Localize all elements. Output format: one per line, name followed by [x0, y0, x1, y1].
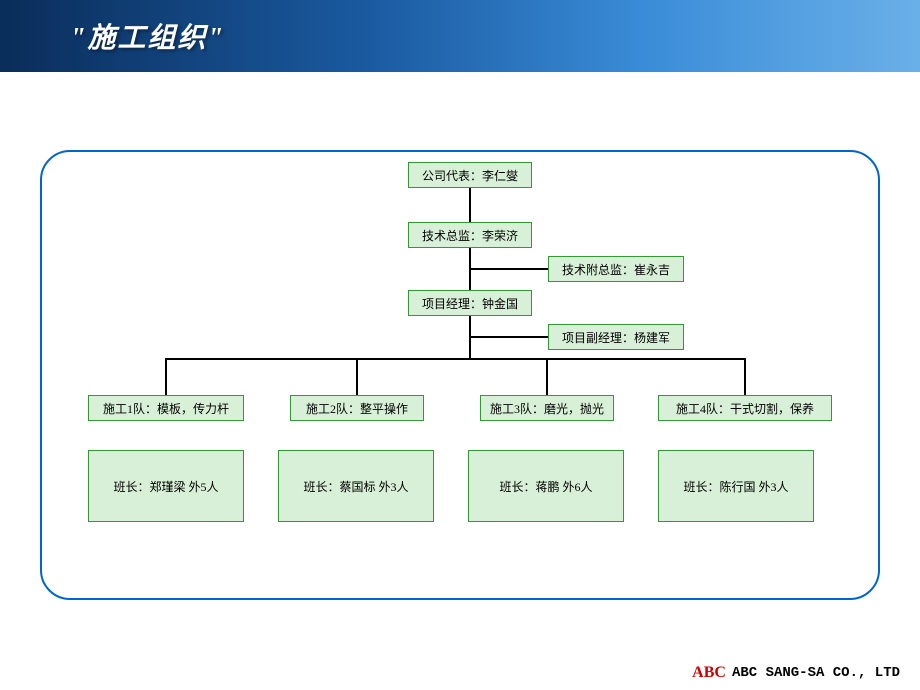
org-line-9 [744, 358, 746, 395]
logo-letter-c: C [714, 664, 726, 681]
logo-letter-a: A [692, 664, 704, 681]
org-line-0 [469, 188, 471, 222]
org-node-n4: 项目经理：钟金国 [408, 290, 532, 316]
footer-company: ABC SANG-SA CO., LTD [732, 665, 900, 681]
org-line-8 [546, 358, 548, 395]
org-line-7 [356, 358, 358, 395]
org-node-n5: 项目副经理：杨建军 [548, 324, 684, 350]
org-node-t4: 施工4队：干式切割，保养 [658, 395, 832, 421]
footer-logo: ABC [692, 664, 726, 682]
org-line-6 [165, 358, 167, 395]
org-node-n1: 公司代表：李仁燮 [408, 162, 532, 188]
org-line-3 [469, 316, 471, 360]
slide-title: "施工组织" [70, 16, 225, 56]
logo-letter-b: B [704, 664, 715, 681]
org-node-l4: 班长：陈行国 外3人 [658, 450, 814, 522]
org-node-t2: 施工2队：整平操作 [290, 395, 424, 421]
org-line-2 [469, 268, 548, 270]
footer: ABC ABC SANG-SA CO., LTD [692, 664, 900, 682]
org-node-l1: 班长：郑瑾梁 外5人 [88, 450, 244, 522]
org-line-4 [469, 336, 548, 338]
org-node-l2: 班长：蔡国标 外3人 [278, 450, 434, 522]
slide-header: "施工组织" [0, 0, 920, 72]
org-node-t1: 施工1队：模板，传力杆 [88, 395, 244, 421]
org-node-n3: 技术附总监：崔永吉 [548, 256, 684, 282]
org-node-l3: 班长：蒋鹏 外6人 [468, 450, 624, 522]
org-line-5 [165, 358, 745, 360]
org-node-t3: 施工3队：磨光，抛光 [480, 395, 614, 421]
org-node-n2: 技术总监：李荣济 [408, 222, 532, 248]
